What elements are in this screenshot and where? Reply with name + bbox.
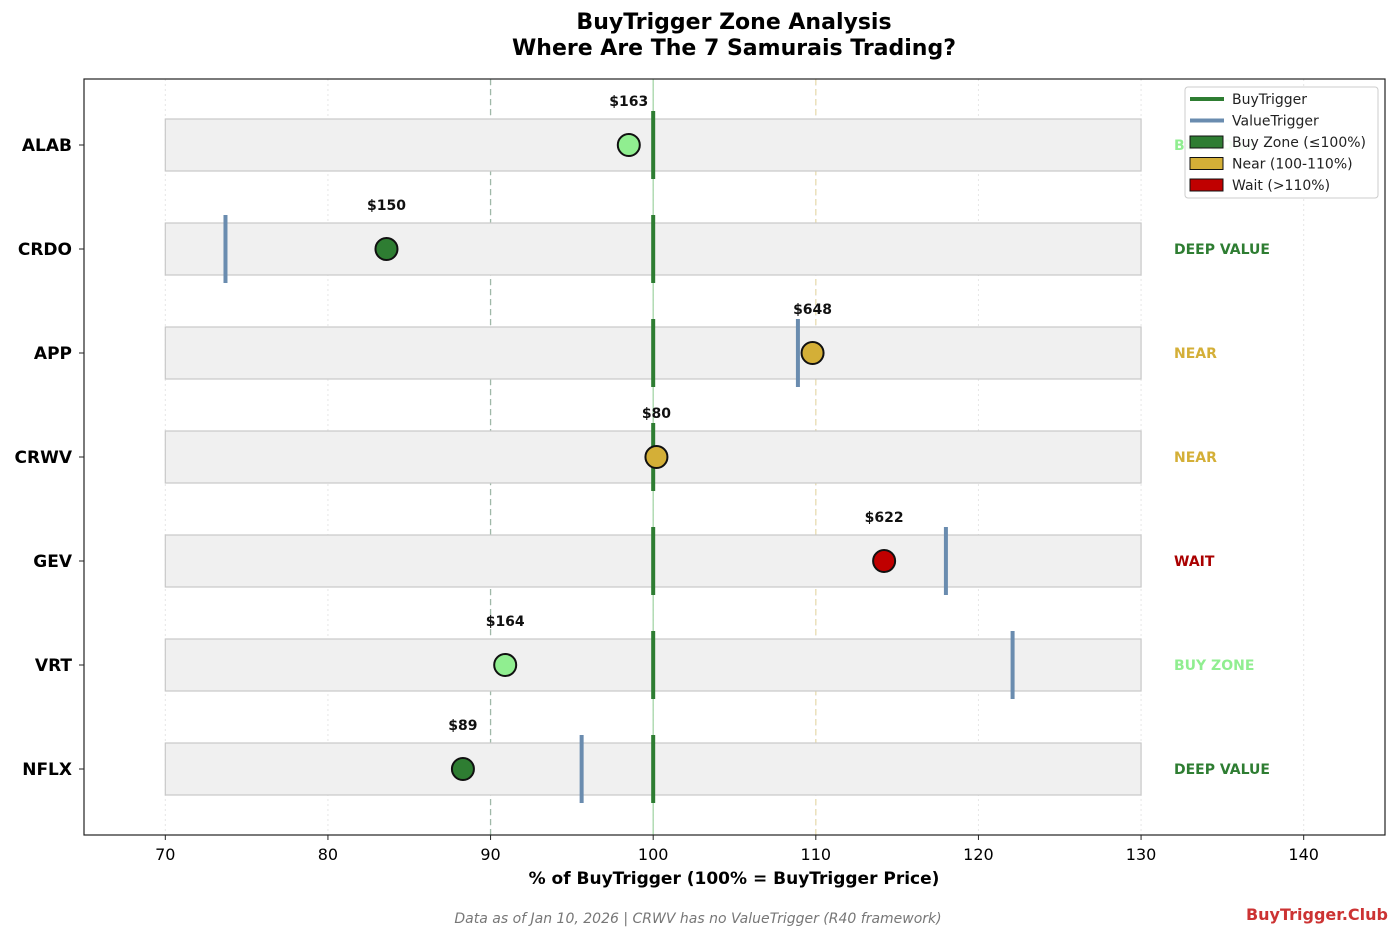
legend-swatch-wait-110	[1189, 178, 1224, 192]
x-tick-label-90: 90	[480, 845, 500, 864]
x-tick-label-130: 130	[1126, 845, 1157, 864]
legend: BuyTrigger ValueTrigger Buy Zone (≤100%) Ne…	[1184, 86, 1379, 199]
price-label-crwv: $80	[642, 406, 671, 422]
price-point-crwv	[644, 445, 669, 469]
ticker-label-vrt: VRT	[35, 656, 72, 676]
status-label-crdo: DEEP VALUE	[1174, 242, 1270, 258]
ticker-label-alab: ALAB	[22, 136, 72, 156]
price-label-gev: $622	[865, 510, 904, 526]
legend-swatch-near-100-110	[1189, 157, 1224, 170]
price-point-app	[800, 341, 825, 365]
x-tick-label-100: 100	[638, 845, 669, 864]
legend-swatch-buy-zone-100	[1189, 135, 1224, 149]
legend-label-valuetrigger: ValueTrigger	[1232, 114, 1319, 130]
price-label-app: $648	[793, 302, 832, 318]
chart-title: BuyTrigger Zone Analysis	[576, 10, 891, 35]
status-label-nflx: DEEP VALUE	[1174, 762, 1270, 778]
ticker-label-crdo: CRDO	[18, 240, 72, 260]
ticker-label-gev: GEV	[33, 552, 73, 572]
x-axis-title: % of BuyTrigger (100% = BuyTrigger Price…	[529, 869, 940, 889]
price-point-alab	[616, 133, 641, 157]
legend-label-wait-110: Wait (>110%)	[1232, 178, 1330, 194]
legend-label-buytrigger: BuyTrigger	[1232, 92, 1307, 108]
legend-label-near-100-110: Near (100-110%)	[1232, 157, 1353, 173]
ticker-label-crwv: CRWV	[15, 448, 73, 468]
status-label-vrt: BUY ZONE	[1174, 658, 1254, 674]
x-tick-label-140: 140	[1288, 845, 1319, 864]
price-label-nflx: $89	[448, 718, 477, 734]
x-tick-label-80: 80	[318, 845, 338, 864]
x-tick-label-110: 110	[801, 845, 832, 864]
price-label-alab: $163	[609, 94, 648, 110]
x-tick-label-120: 120	[963, 845, 994, 864]
ticker-label-nflx: NFLX	[22, 760, 72, 780]
price-point-crdo	[374, 237, 399, 261]
chart-subtitle: Where Are The 7 Samurais Trading?	[512, 36, 956, 61]
price-label-crdo: $150	[367, 198, 406, 214]
status-label-crwv: NEAR	[1174, 450, 1217, 466]
price-point-gev	[872, 549, 897, 573]
plot-area: $163 ALAB BUY ZONE $150 CRDO DEEP VALUE $648 AP…	[15, 78, 1386, 864]
brand-watermark: BuyTrigger.Club	[1246, 905, 1388, 924]
status-label-gev: WAIT	[1174, 554, 1215, 570]
status-label-app: NEAR	[1174, 346, 1217, 362]
footnote: Data as of Jan 10, 2026 | CRWV has no Va…	[454, 911, 941, 927]
legend-label-buy-zone-100: Buy Zone (≤100%)	[1232, 135, 1366, 151]
price-point-nflx	[450, 757, 475, 781]
price-label-vrt: $164	[486, 614, 525, 630]
price-point-vrt	[493, 653, 518, 677]
x-tick-label-70: 70	[155, 845, 175, 864]
legend-box	[1184, 86, 1379, 199]
ticker-label-app: APP	[34, 344, 72, 364]
